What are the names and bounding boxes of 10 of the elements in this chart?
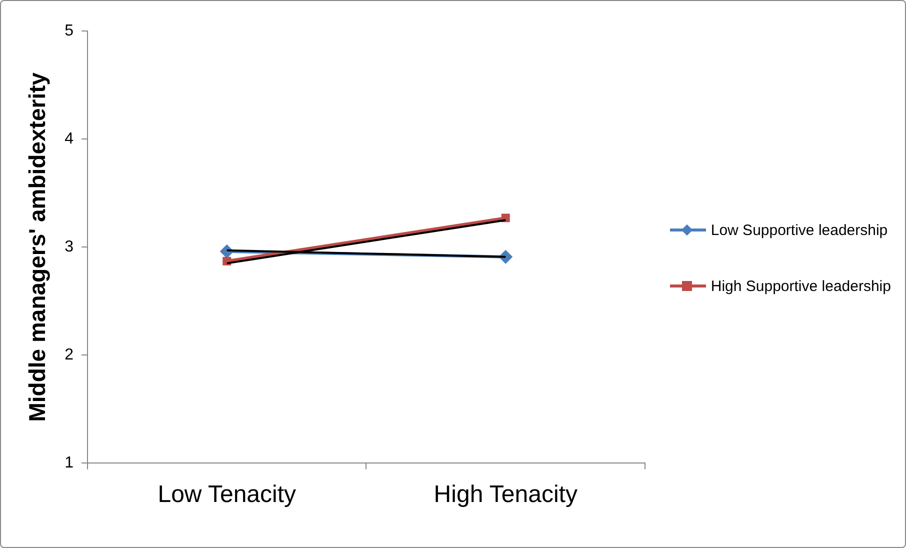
y-tick-label: 4 bbox=[64, 130, 74, 148]
y-axis-title: Middle managers' ambidexterity bbox=[24, 72, 50, 422]
y-tick-label: 2 bbox=[64, 346, 74, 364]
y-tick-label: 3 bbox=[64, 238, 74, 256]
legend-label: Low Supportive leadership bbox=[710, 222, 888, 238]
x-tick-label: Low Tenacity bbox=[158, 481, 296, 508]
x-tick-label: High Tenacity bbox=[434, 481, 578, 508]
y-tick-label: 1 bbox=[64, 454, 74, 472]
legend-label: High Supportive leadership bbox=[710, 278, 891, 294]
y-tick-label: 5 bbox=[64, 22, 74, 40]
